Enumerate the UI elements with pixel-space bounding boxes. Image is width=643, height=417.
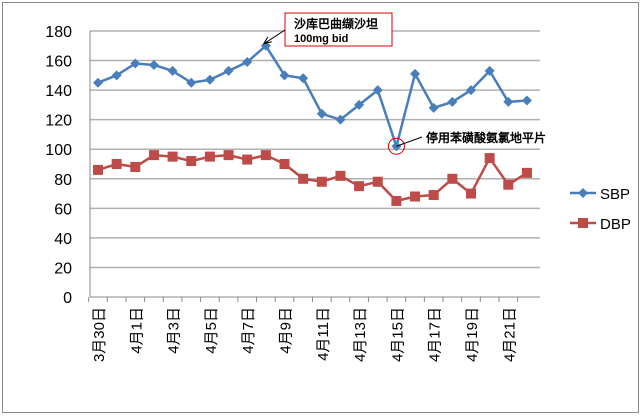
annotation-arrow [396, 136, 423, 147]
data-point-SBP [260, 40, 271, 51]
data-point-SBP [410, 68, 421, 79]
x-tick-label: 4月7日 [240, 307, 257, 354]
y-tick-label: 80 [54, 172, 72, 189]
y-tick-label: 140 [45, 83, 72, 100]
data-point-SBP [521, 95, 532, 106]
annotation-circle [387, 137, 405, 155]
y-tick-label: 60 [54, 201, 72, 218]
x-tick-label: 4月15日 [389, 307, 406, 362]
legend-label-DBP: DBP [600, 216, 631, 233]
data-point-DBP [428, 190, 439, 201]
x-tick-label: 4月13日 [352, 307, 369, 362]
data-point-DBP [391, 195, 402, 206]
data-point-DBP [521, 167, 532, 178]
data-point-DBP [335, 170, 346, 181]
data-point-SBP [316, 108, 327, 119]
chart-frame [2, 2, 639, 413]
y-tick-label: 160 [45, 54, 72, 71]
x-tick-label: 4月1日 [128, 307, 145, 354]
legend-marker-SBP [578, 188, 588, 198]
data-point-DBP [111, 159, 122, 169]
y-tick-label: 20 [54, 260, 72, 277]
data-point-SBP [335, 114, 346, 125]
x-tick-label: 4月5日 [203, 307, 220, 354]
data-point-DBP [260, 150, 271, 161]
annotation-text: 沙库巴曲缬沙坦 [294, 16, 378, 31]
data-point-SBP [503, 96, 514, 107]
data-point-SBP [204, 74, 215, 85]
x-tick-label: 4月11日 [315, 307, 332, 361]
data-point-SBP [111, 70, 122, 81]
data-point-DBP [242, 154, 253, 165]
legend-label-SBP: SBP [600, 186, 630, 203]
y-tick-label: 180 [45, 24, 72, 41]
data-point-DBP [298, 173, 309, 184]
data-point-DBP [279, 159, 290, 169]
annotation-box [284, 12, 393, 47]
data-point-DBP [503, 179, 514, 190]
data-point-SBP [186, 77, 197, 88]
data-point-SBP [130, 58, 141, 69]
data-point-DBP [148, 150, 159, 161]
data-point-SBP [93, 77, 103, 88]
data-point-SBP [148, 59, 159, 70]
x-tick-label: 4月17日 [427, 307, 444, 362]
data-point-DBP [372, 176, 383, 187]
legend-marker-DBP [578, 218, 588, 228]
annotation-text: 停用苯磺酸氨氯地平片 [426, 130, 546, 145]
data-point-DBP [410, 191, 421, 202]
data-point-DBP [466, 188, 476, 199]
data-point-SBP [167, 65, 178, 76]
y-tick-label: 40 [54, 231, 72, 248]
data-point-SBP [354, 99, 365, 110]
data-point-DBP [186, 156, 197, 167]
data-point-SBP [223, 65, 234, 76]
data-point-DBP [167, 151, 178, 162]
data-point-SBP [447, 96, 458, 107]
data-point-SBP [372, 85, 383, 96]
data-point-SBP [242, 57, 253, 68]
x-tick-label: 4月21日 [501, 307, 518, 362]
x-tick-label: 3月30日 [91, 307, 108, 362]
data-point-DBP [204, 151, 215, 162]
data-point-DBP [223, 150, 234, 161]
x-tick-label: 4月19日 [464, 307, 481, 362]
data-point-SBP [428, 102, 439, 113]
annotation-arrow [263, 29, 286, 45]
y-tick-label: 0 [63, 290, 72, 307]
data-point-SBP [466, 85, 476, 96]
data-point-DBP [316, 176, 327, 187]
x-tick-label: 4月9日 [278, 307, 295, 354]
x-tick-label: 4月3日 [166, 307, 183, 354]
y-tick-label: 120 [45, 113, 72, 130]
data-point-DBP [484, 153, 495, 164]
data-point-SBP [279, 70, 290, 81]
data-point-SBP [484, 65, 495, 76]
data-point-DBP [447, 173, 458, 184]
data-point-DBP [130, 161, 141, 172]
arrowhead-icon [262, 36, 272, 45]
data-point-SBP [298, 73, 309, 84]
y-tick-label: 100 [45, 142, 72, 159]
annotation-text: 100mg bid [294, 33, 348, 45]
data-point-DBP [93, 164, 103, 175]
data-point-DBP [354, 181, 365, 192]
